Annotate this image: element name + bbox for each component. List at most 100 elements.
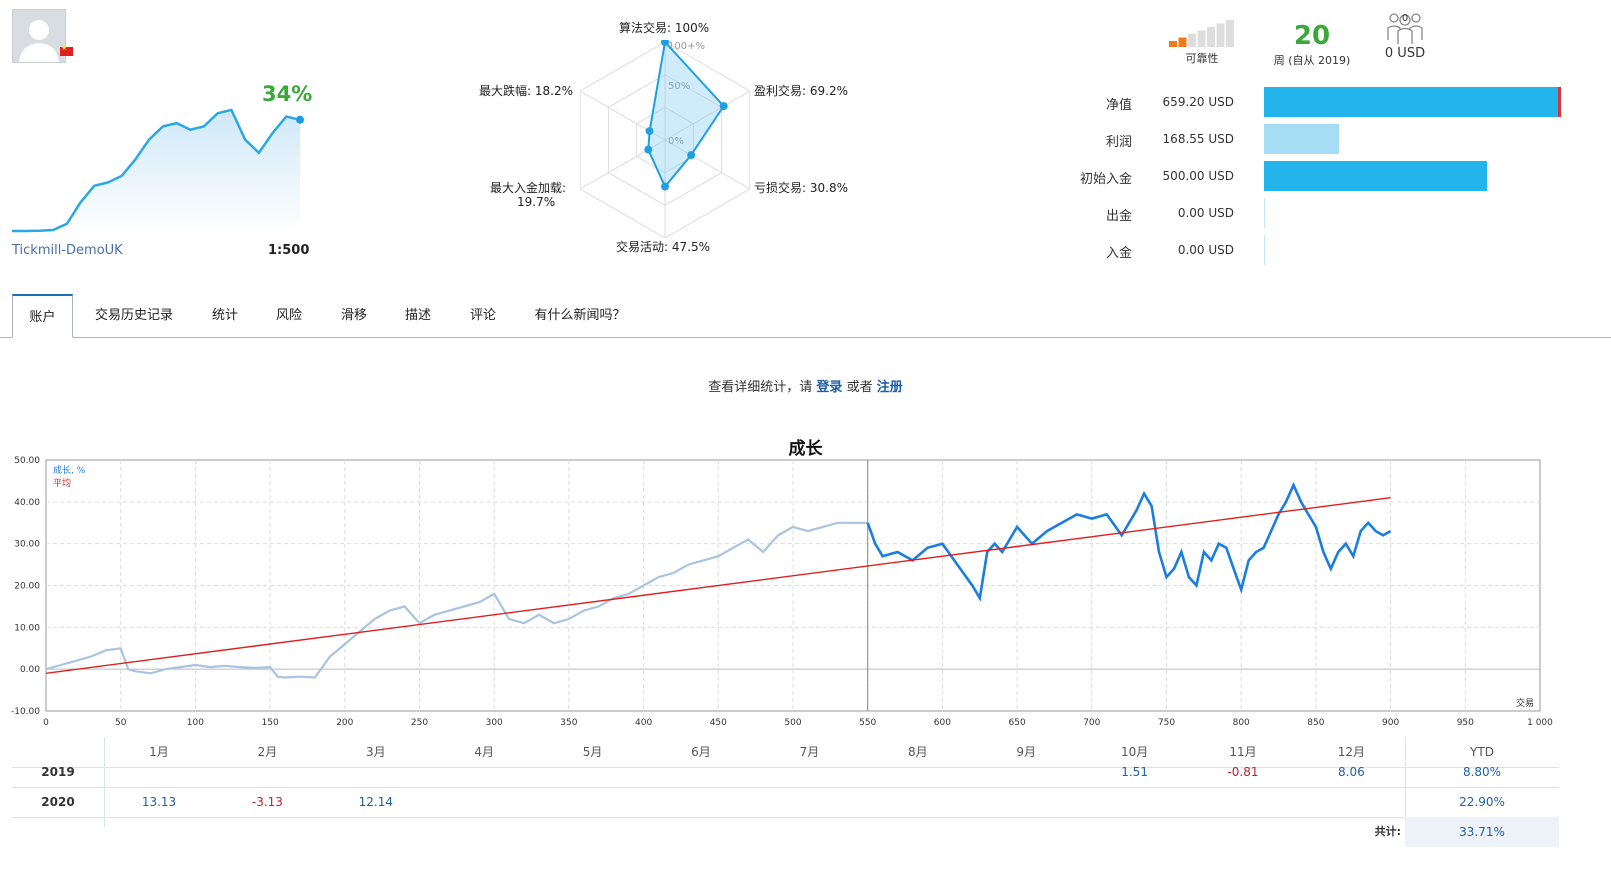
subscribers-count: 0 — [1401, 13, 1409, 24]
financial-bar — [1264, 198, 1265, 228]
month-header: 2月 — [257, 745, 278, 759]
financial-row: 入金 0.00 USD — [1060, 235, 1580, 265]
chart-x-tick: 600 — [934, 718, 951, 728]
chart-y-tick: 0.00 — [20, 665, 40, 675]
reliability-bars-icon — [1169, 20, 1234, 47]
chart-x-tick: 450 — [710, 718, 727, 728]
financial-label: 利润 — [1105, 135, 1132, 150]
tab-description[interactable]: 描述 — [404, 308, 431, 323]
login-middle: 或者 — [842, 380, 877, 395]
chart-x-axis-label: 交易 — [1516, 697, 1534, 709]
total-value: 33.71% — [1405, 817, 1559, 847]
tab-trade-history[interactable]: 交易历史记录 — [94, 308, 173, 323]
reliability-bar — [1178, 37, 1187, 47]
reliability-bar — [1188, 34, 1196, 47]
radar-point — [645, 127, 654, 136]
financial-bar — [1264, 235, 1265, 265]
ytd-value: 8.80% — [1462, 765, 1502, 779]
legend-growth: 成长, % — [53, 464, 86, 476]
month-header: 11月 — [1229, 745, 1257, 759]
chart-x-tick: 150 — [262, 718, 279, 728]
leverage: 1:500 — [268, 243, 310, 258]
chart-x-tick: 650 — [1009, 718, 1026, 728]
month-header: 4月 — [474, 745, 494, 759]
table-separator — [1405, 737, 1406, 842]
financial-value: 0.00 USD — [1177, 206, 1234, 220]
tab-account[interactable]: 账户 — [12, 294, 73, 338]
chart-x-tick: 400 — [635, 718, 652, 728]
month-value: 13.13 — [141, 795, 177, 809]
radar-scale-label: 0% — [668, 136, 684, 147]
growth-percent: 34% — [262, 82, 313, 106]
financial-label: 净值 — [1105, 98, 1132, 113]
chart-x-tick: 200 — [336, 718, 353, 728]
avatar — [12, 9, 66, 63]
subscribers-icon: 0 — [1385, 8, 1425, 46]
radar-label-activity: 交易活动: 47.5% — [616, 240, 710, 254]
chart-y-tick: -10.00 — [11, 707, 40, 717]
login-prompt: 查看详细统计，请 登录 或者 注册 — [0, 376, 1611, 395]
financial-bar — [1264, 161, 1487, 191]
radar-label-drawdown: 最大跌幅: 18.2% — [479, 84, 573, 98]
growth-chart: 50.00 40.00 30.00 20.00 10.00 0.00 -10.000 50 10… — [11, 456, 1553, 728]
radar-label-max-load: 最大入金加载: — [490, 181, 567, 195]
tab-reviews[interactable]: 评论 — [469, 308, 496, 323]
reliability: 可靠性 — [1166, 16, 1238, 66]
reliability-bar — [1207, 27, 1215, 47]
month-header: 10月 — [1120, 745, 1149, 759]
chart-x-tick: 800 — [1233, 718, 1250, 728]
total-row: 共计: 33.71% — [12, 817, 1559, 847]
chart-x-tick: 250 — [411, 718, 428, 728]
login-prefix: 查看详细统计，请 — [708, 380, 817, 395]
tab-slippage[interactable]: 滑移 — [340, 308, 367, 323]
growth-line-history — [45, 521, 868, 679]
radar-label-max-load-value: 19.7% — [517, 195, 556, 209]
chart-x-tick: 850 — [1307, 718, 1324, 728]
financial-value: 168.55 USD — [1162, 132, 1234, 146]
month-value: -0.81 — [1227, 765, 1259, 779]
table-row: 2019 1.51 -0.81 8.06 8.80% — [12, 757, 1559, 788]
mini-growth-chart — [12, 108, 304, 233]
month-value: 12.14 — [358, 795, 393, 809]
chart-x-tick: 500 — [784, 718, 801, 728]
china-flag-icon — [60, 44, 73, 56]
reliability-bar — [1216, 23, 1225, 47]
financial-bar — [1264, 87, 1561, 117]
tab-statistics[interactable]: 统计 — [211, 308, 238, 323]
chart-y-tick: 40.00 — [14, 498, 40, 508]
reliability-bar — [1169, 41, 1177, 47]
financial-row: 净值 659.20 USD — [1060, 87, 1580, 117]
chart-x-tick: 50 — [115, 718, 127, 728]
chart-x-tick: 300 — [486, 718, 503, 728]
broker-link[interactable]: Tickmill-DemoUK — [12, 243, 123, 258]
radar-label-algo: 算法交易: 100% — [619, 21, 710, 35]
financial-value: 659.20 USD — [1162, 95, 1234, 109]
month-header: 7月 — [799, 745, 820, 759]
radar-axis — [664, 139, 750, 190]
radar-point — [661, 182, 669, 191]
chart-title: 成长 — [788, 439, 823, 459]
login-link[interactable]: 登录 — [816, 380, 843, 395]
chart-x-tick: 0 — [43, 718, 49, 728]
month-value: 8.06 — [1338, 765, 1365, 779]
radar-point — [687, 151, 696, 160]
chart-y-tick: 10.00 — [14, 623, 40, 633]
register-link[interactable]: 注册 — [876, 380, 903, 395]
month-header: 9月 — [1016, 745, 1036, 759]
mini-growth-point — [296, 115, 304, 124]
month-header: 8月 — [907, 745, 928, 759]
month-header: 3月 — [365, 745, 386, 759]
chart-y-tick: 20.00 — [14, 582, 40, 592]
total-label: 共计: — [1374, 825, 1401, 838]
weeks-count: 20 — [1293, 21, 1331, 51]
tab-news[interactable]: 有什么新闻吗？ — [534, 308, 626, 323]
financial-value: 0.00 USD — [1177, 243, 1234, 257]
month-header: 5月 — [582, 745, 603, 759]
tab-risk[interactable]: 风险 — [275, 308, 302, 323]
table-separator — [104, 737, 105, 827]
radar-chart: 100+% 50% 0% — [580, 40, 750, 239]
chart-x-tick: 550 — [859, 718, 876, 728]
table-header-row: 1月 2月 3月 4月 5月 6月 7月 8月 9月 10月 11月 12月 YTD — [12, 737, 1559, 768]
financial-label: 入金 — [1105, 246, 1132, 261]
reliability-bar — [1197, 30, 1206, 47]
